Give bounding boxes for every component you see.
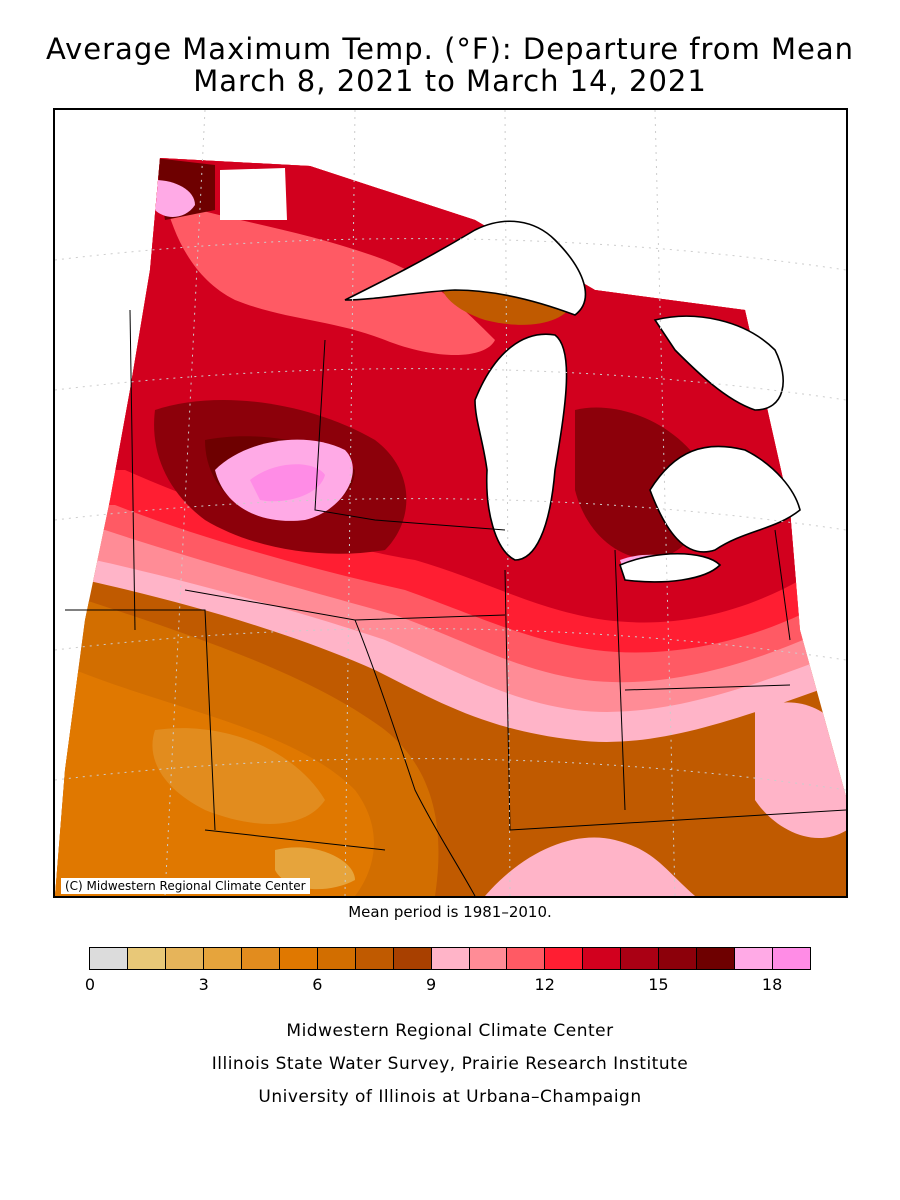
legend-swatch <box>279 948 318 969</box>
legend-swatch <box>735 948 774 969</box>
legend-swatch <box>545 948 584 969</box>
legend-swatch <box>355 948 394 969</box>
legend-swatch <box>165 948 204 969</box>
legend-swatch <box>697 948 736 969</box>
legend-swatch <box>90 948 128 969</box>
state-boundaries <box>65 309 846 896</box>
legend-tick-label: 18 <box>761 975 783 994</box>
map-panel: (C) Midwestern Regional Climate Center <box>53 108 848 898</box>
legend-swatch <box>393 948 432 969</box>
legend-swatch <box>469 948 508 969</box>
credit-line-2: Illinois State Water Survey, Prairie Res… <box>211 1054 689 1074</box>
legend-tick-label: 15 <box>648 975 669 994</box>
credit-line-3: University of Illinois at Urbana–Champai… <box>258 1087 642 1107</box>
legend-swatch <box>773 948 811 969</box>
legend-swatch <box>621 948 660 969</box>
legend-tick-label: 6 <box>312 975 323 994</box>
legend-swatch <box>317 948 356 969</box>
legend-tick-label: 0 <box>84 975 96 994</box>
map-title: Average Maximum Temp. (°F): Departure fr… <box>45 32 855 66</box>
legend-swatch <box>583 948 622 969</box>
temperature-anomaly-map <box>55 110 846 896</box>
legend-swatch <box>203 948 242 969</box>
mean-period-note: Mean period is 1981–2010. <box>348 903 552 921</box>
legend-swatch <box>431 948 470 969</box>
legend-ticks: 0 3 6 9 12 15 18 <box>85 975 811 995</box>
map-date-range: March 8, 2021 to March 14, 2021 <box>193 64 707 98</box>
legend-swatch <box>507 948 546 969</box>
color-legend <box>89 947 811 970</box>
legend-swatch <box>241 948 280 969</box>
legend-tick-label: 9 <box>425 975 437 994</box>
legend-tick-label: 12 <box>534 975 555 994</box>
credit-line-1: Midwestern Regional Climate Center <box>286 1021 614 1041</box>
great-lakes <box>220 168 801 583</box>
legend-swatch <box>127 948 166 969</box>
legend-color-bar <box>89 947 811 970</box>
graticule <box>55 110 846 896</box>
map-copyright: (C) Midwestern Regional Climate Center <box>61 878 310 894</box>
legend-swatch <box>659 948 698 969</box>
legend-tick-label: 3 <box>198 975 209 994</box>
